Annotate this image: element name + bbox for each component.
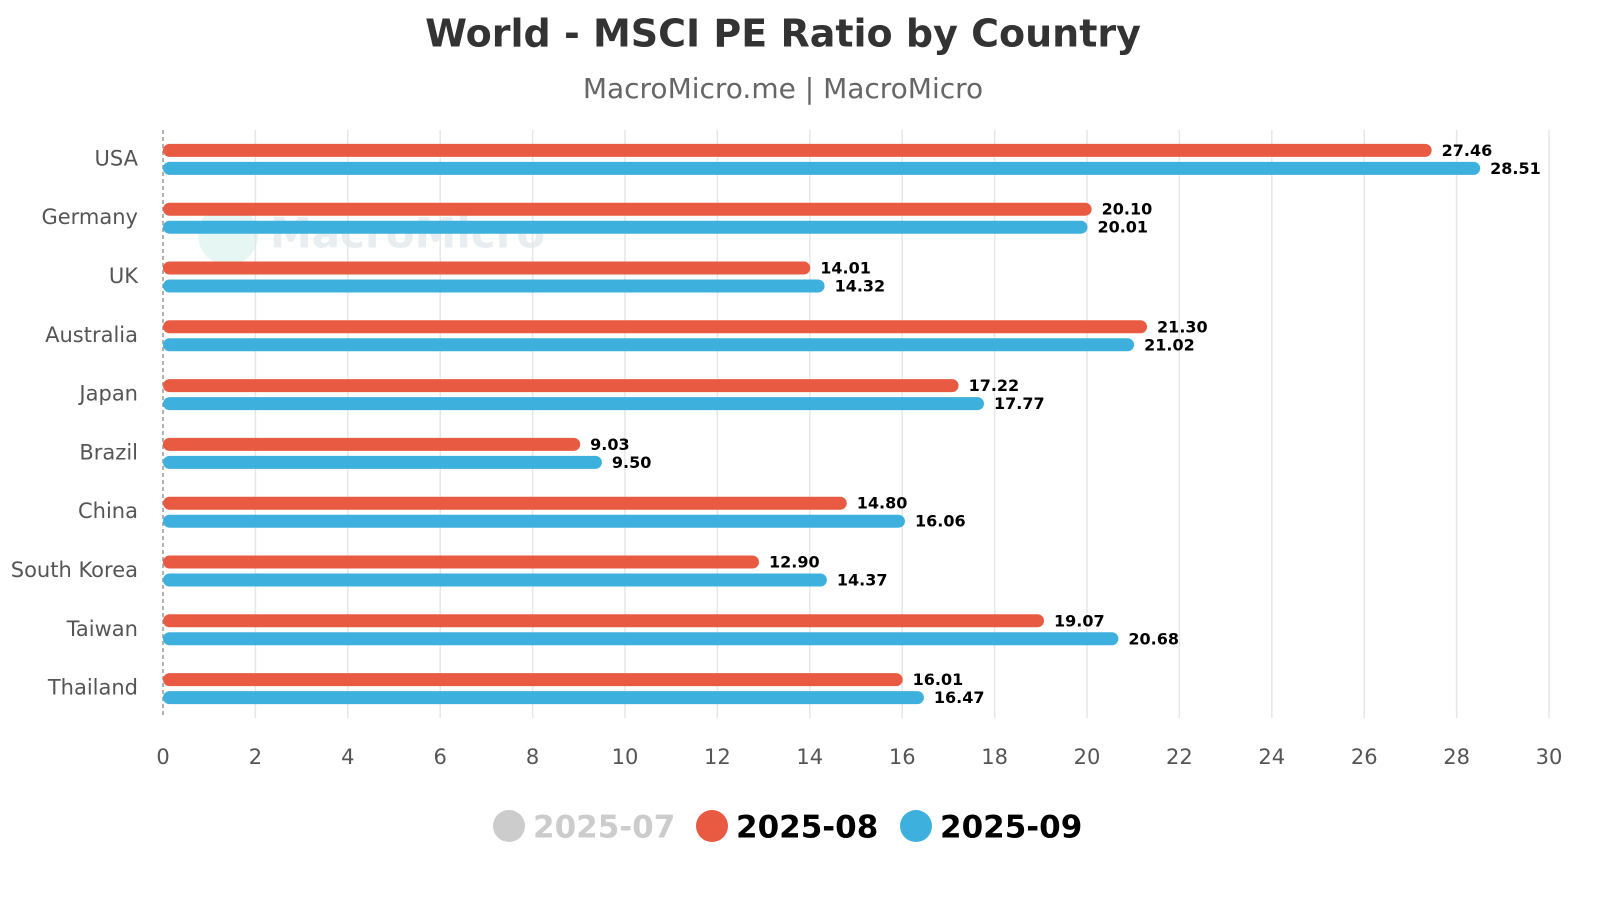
legend-marker[interactable] (900, 810, 932, 842)
legend-label[interactable]: 2025-09 (940, 810, 1082, 846)
data-label: 20.10 (1102, 200, 1153, 219)
x-tick-label: 2 (249, 745, 262, 769)
bar (163, 379, 959, 393)
bar (163, 614, 1045, 628)
x-tick-label: 18 (981, 745, 1008, 769)
y-tick-label: South Korea (11, 558, 138, 582)
bar (163, 496, 847, 510)
bar (163, 279, 825, 293)
y-tick-label: Germany (41, 205, 138, 229)
y-tick-label: China (78, 499, 138, 523)
y-tick-label: Brazil (79, 440, 138, 464)
bar (163, 437, 581, 451)
y-tick-label: UK (109, 264, 139, 288)
bar (163, 555, 759, 569)
data-label: 17.77 (994, 394, 1045, 413)
chart-subtitle: MacroMicro.me | MacroMicro (583, 72, 983, 105)
x-tick-label: 20 (1074, 745, 1101, 769)
y-tick-label: USA (95, 146, 139, 170)
x-tick-label: 22 (1166, 745, 1193, 769)
bar (163, 143, 1432, 157)
data-label: 9.50 (612, 453, 651, 472)
bar (163, 220, 1088, 234)
y-tick-label: Australia (45, 323, 138, 347)
x-tick-label: 4 (341, 745, 354, 769)
watermark-logo (198, 205, 258, 265)
x-tick-label: 16 (889, 745, 916, 769)
y-tick-label: Taiwan (66, 617, 138, 641)
x-tick-label: 30 (1536, 745, 1563, 769)
data-label: 27.46 (1442, 141, 1493, 160)
data-label: 20.01 (1097, 218, 1148, 237)
y-tick-label: Thailand (47, 676, 138, 700)
x-tick-label: 26 (1351, 745, 1378, 769)
x-tick-label: 0 (156, 745, 169, 769)
x-tick-label: 8 (526, 745, 539, 769)
bar (163, 161, 1481, 175)
data-label: 16.47 (934, 688, 985, 707)
bar (163, 573, 827, 587)
bar (163, 455, 602, 469)
data-label: 21.30 (1157, 317, 1208, 336)
bar (163, 202, 1092, 216)
data-label: 16.01 (913, 670, 964, 689)
data-label: 9.03 (590, 435, 629, 454)
bar (163, 691, 924, 705)
data-label: 14.37 (837, 571, 888, 590)
bar (163, 514, 905, 528)
data-label: 19.07 (1054, 611, 1105, 630)
legend-marker[interactable] (696, 810, 728, 842)
data-label: 14.80 (857, 494, 908, 513)
bar (163, 261, 811, 275)
bar (163, 338, 1135, 352)
x-tick-label: 28 (1443, 745, 1470, 769)
x-tick-label: 14 (796, 745, 823, 769)
chart-title: World - MSCI PE Ratio by Country (425, 12, 1141, 56)
x-tick-label: 10 (612, 745, 639, 769)
data-label: 28.51 (1490, 159, 1541, 178)
legend-marker[interactable] (493, 810, 525, 842)
data-label: 17.22 (969, 376, 1020, 395)
x-tick-label: 24 (1258, 745, 1285, 769)
bar (163, 397, 984, 411)
data-label: 12.90 (769, 553, 820, 572)
data-label: 14.01 (820, 259, 871, 278)
bar (163, 673, 903, 687)
legend-label[interactable]: 2025-08 (736, 810, 878, 846)
x-tick-label: 12 (704, 745, 731, 769)
data-label: 16.06 (915, 512, 966, 531)
legend-label[interactable]: 2025-07 (533, 810, 675, 846)
bar (163, 632, 1119, 646)
bar (163, 320, 1148, 334)
y-tick-label: Japan (77, 382, 138, 406)
data-label: 20.68 (1128, 629, 1179, 648)
data-label: 21.02 (1144, 335, 1195, 354)
x-tick-label: 6 (434, 745, 447, 769)
data-label: 14.32 (835, 277, 886, 296)
